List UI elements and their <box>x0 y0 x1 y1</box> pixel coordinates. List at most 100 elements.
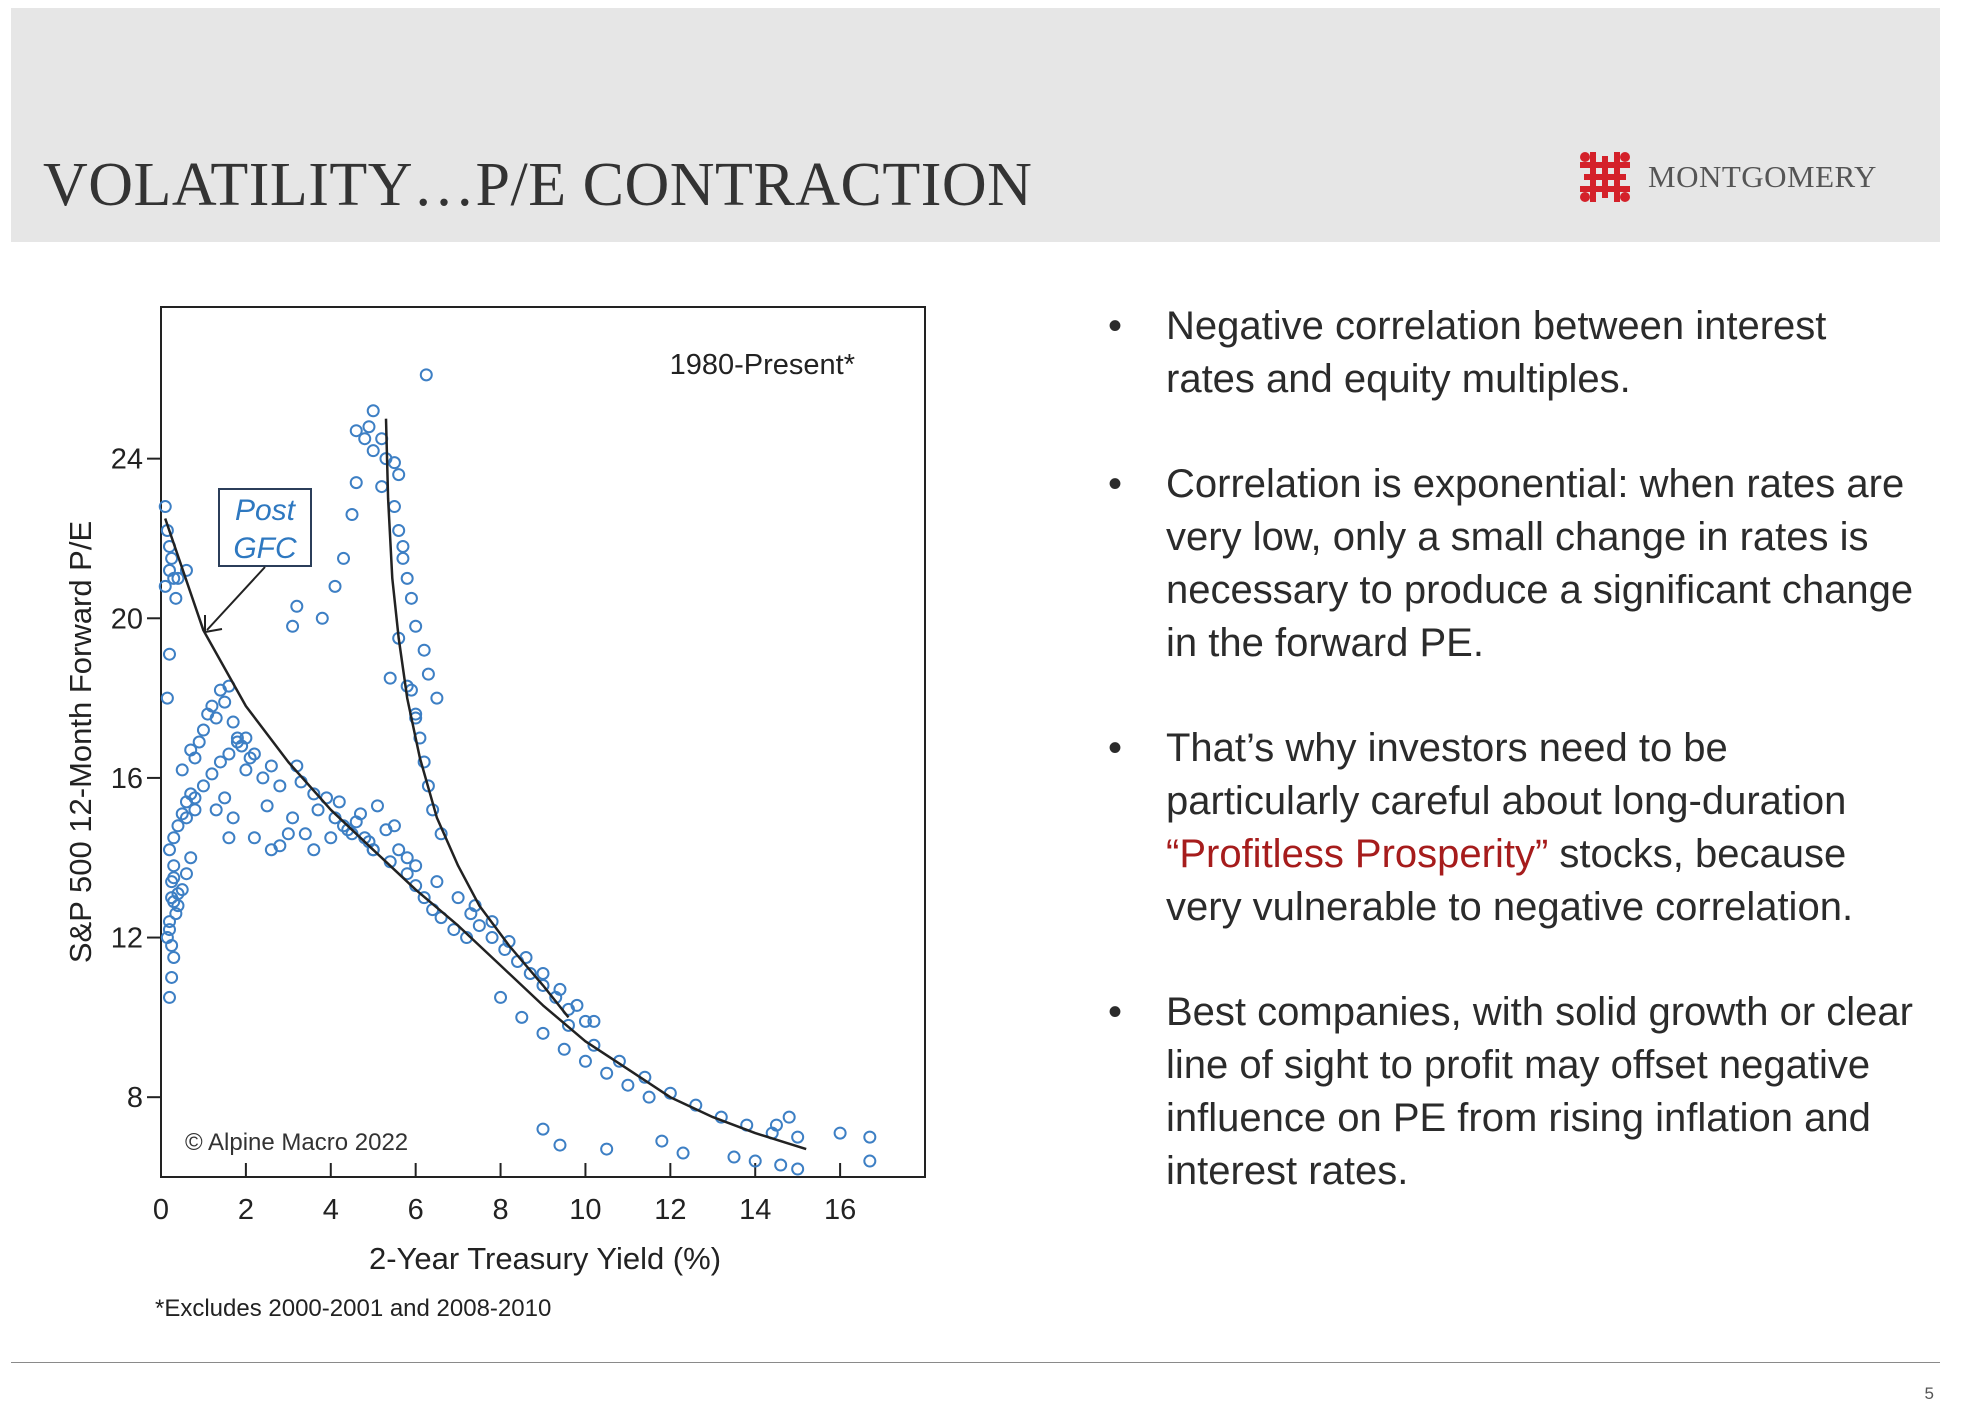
bullet-list: • Negative correlation between interest r… <box>1100 300 1920 1250</box>
data-point <box>162 563 176 577</box>
data-point <box>409 859 423 873</box>
data-point <box>179 867 193 881</box>
data-point <box>791 1162 805 1176</box>
bullet-item: • Correlation is exponential: when rates … <box>1100 458 1920 670</box>
data-point <box>430 875 444 889</box>
bullet-text: Best companies, with solid growth or cle… <box>1166 990 1913 1193</box>
data-point <box>366 843 380 857</box>
chart-credit: © Alpine Macro 2022 <box>185 1129 408 1156</box>
data-point <box>485 931 499 945</box>
data-point <box>188 803 202 817</box>
data-point <box>791 1130 805 1144</box>
data-point <box>196 723 210 737</box>
data-point <box>175 763 189 777</box>
data-point <box>392 468 406 482</box>
data-point <box>162 990 176 1004</box>
chart-title: 1980-Present* <box>670 349 855 381</box>
data-point <box>188 751 202 765</box>
data-point <box>256 771 270 785</box>
data-point <box>600 1066 614 1080</box>
data-point <box>324 831 338 845</box>
data-point <box>387 500 401 514</box>
data-point <box>370 799 384 813</box>
data-point <box>165 970 179 984</box>
chart-footnote: *Excludes 2000-2001 and 2008-2010 <box>155 1295 551 1322</box>
data-point <box>536 966 550 980</box>
profitless-prosperity-highlight: “Profitless Prosperity” <box>1166 832 1549 876</box>
annotation-box <box>218 488 312 567</box>
data-point <box>392 843 406 857</box>
data-point <box>184 851 198 865</box>
x-tick-label: 8 <box>492 1194 508 1226</box>
data-point <box>328 579 342 593</box>
data-point <box>175 883 189 897</box>
data-point <box>349 815 363 829</box>
data-point <box>409 619 423 633</box>
data-point <box>396 539 410 553</box>
x-axis-label: 2-Year Treasury Yield (%) <box>369 1241 721 1276</box>
data-point <box>175 807 189 821</box>
data-point <box>260 799 274 813</box>
data-point <box>727 1150 741 1164</box>
bullet-marker: • <box>1108 990 1123 1034</box>
footer-divider <box>11 1362 1940 1363</box>
y-tick-label: 12 <box>111 923 143 955</box>
data-point <box>515 1010 529 1024</box>
data-point <box>243 751 257 765</box>
data-point <box>557 1042 571 1056</box>
y-axis: 8 12 16 20 24 <box>111 444 161 1114</box>
data-point <box>587 1038 601 1052</box>
data-point <box>387 456 401 470</box>
data-point <box>536 1026 550 1040</box>
data-point <box>419 368 433 382</box>
data-point <box>400 571 414 585</box>
data-point <box>417 643 431 657</box>
data-point <box>375 480 389 494</box>
data-point <box>561 1018 575 1032</box>
data-point <box>578 1014 592 1028</box>
data-point <box>863 1154 877 1168</box>
data-point <box>417 891 431 905</box>
data-point <box>536 1122 550 1136</box>
data-point <box>213 755 227 769</box>
slide-title: VOLATILITY…P/E CONTRACTION <box>43 151 1033 219</box>
data-point <box>169 907 183 921</box>
bullet-text-pre: That’s why investors need to be particul… <box>1166 726 1847 823</box>
data-point <box>247 831 261 845</box>
annotation-line-2: GFC <box>233 532 297 565</box>
data-point <box>209 803 223 817</box>
data-point <box>179 563 193 577</box>
data-point <box>578 1054 592 1068</box>
data-point <box>273 779 287 793</box>
x-tick-label: 6 <box>408 1194 424 1226</box>
y-axis-label: S&P 500 12-Month Forward P/E <box>63 521 98 963</box>
data-point <box>689 1098 703 1112</box>
data-point <box>655 1134 669 1148</box>
data-point <box>332 795 346 809</box>
y-tick-label: 20 <box>111 603 143 635</box>
data-point <box>167 859 181 873</box>
fit-curve <box>164 518 807 1151</box>
data-point <box>642 1090 656 1104</box>
bullet-marker: • <box>1108 304 1123 348</box>
montgomery-logo-icon <box>1580 152 1630 202</box>
y-tick-label: 8 <box>127 1082 143 1114</box>
header-bar <box>11 8 1940 242</box>
data-point <box>383 671 397 685</box>
x-tick-label: 0 <box>153 1194 169 1226</box>
data-point <box>769 1118 783 1132</box>
data-point <box>162 923 176 937</box>
data-point <box>587 1014 601 1028</box>
data-point <box>290 599 304 613</box>
data-point <box>392 523 406 537</box>
annotation-line-1: Post <box>235 494 297 527</box>
data-point <box>307 843 321 857</box>
data-point <box>421 667 435 681</box>
data-point <box>209 711 223 725</box>
data-point <box>158 500 172 514</box>
fit-curves <box>164 418 807 1151</box>
data-point <box>451 891 465 905</box>
bullet-item: • Negative correlation between interest r… <box>1100 300 1920 406</box>
data-point <box>160 691 174 705</box>
bullet-text: Correlation is exponential: when rates a… <box>1166 462 1914 665</box>
